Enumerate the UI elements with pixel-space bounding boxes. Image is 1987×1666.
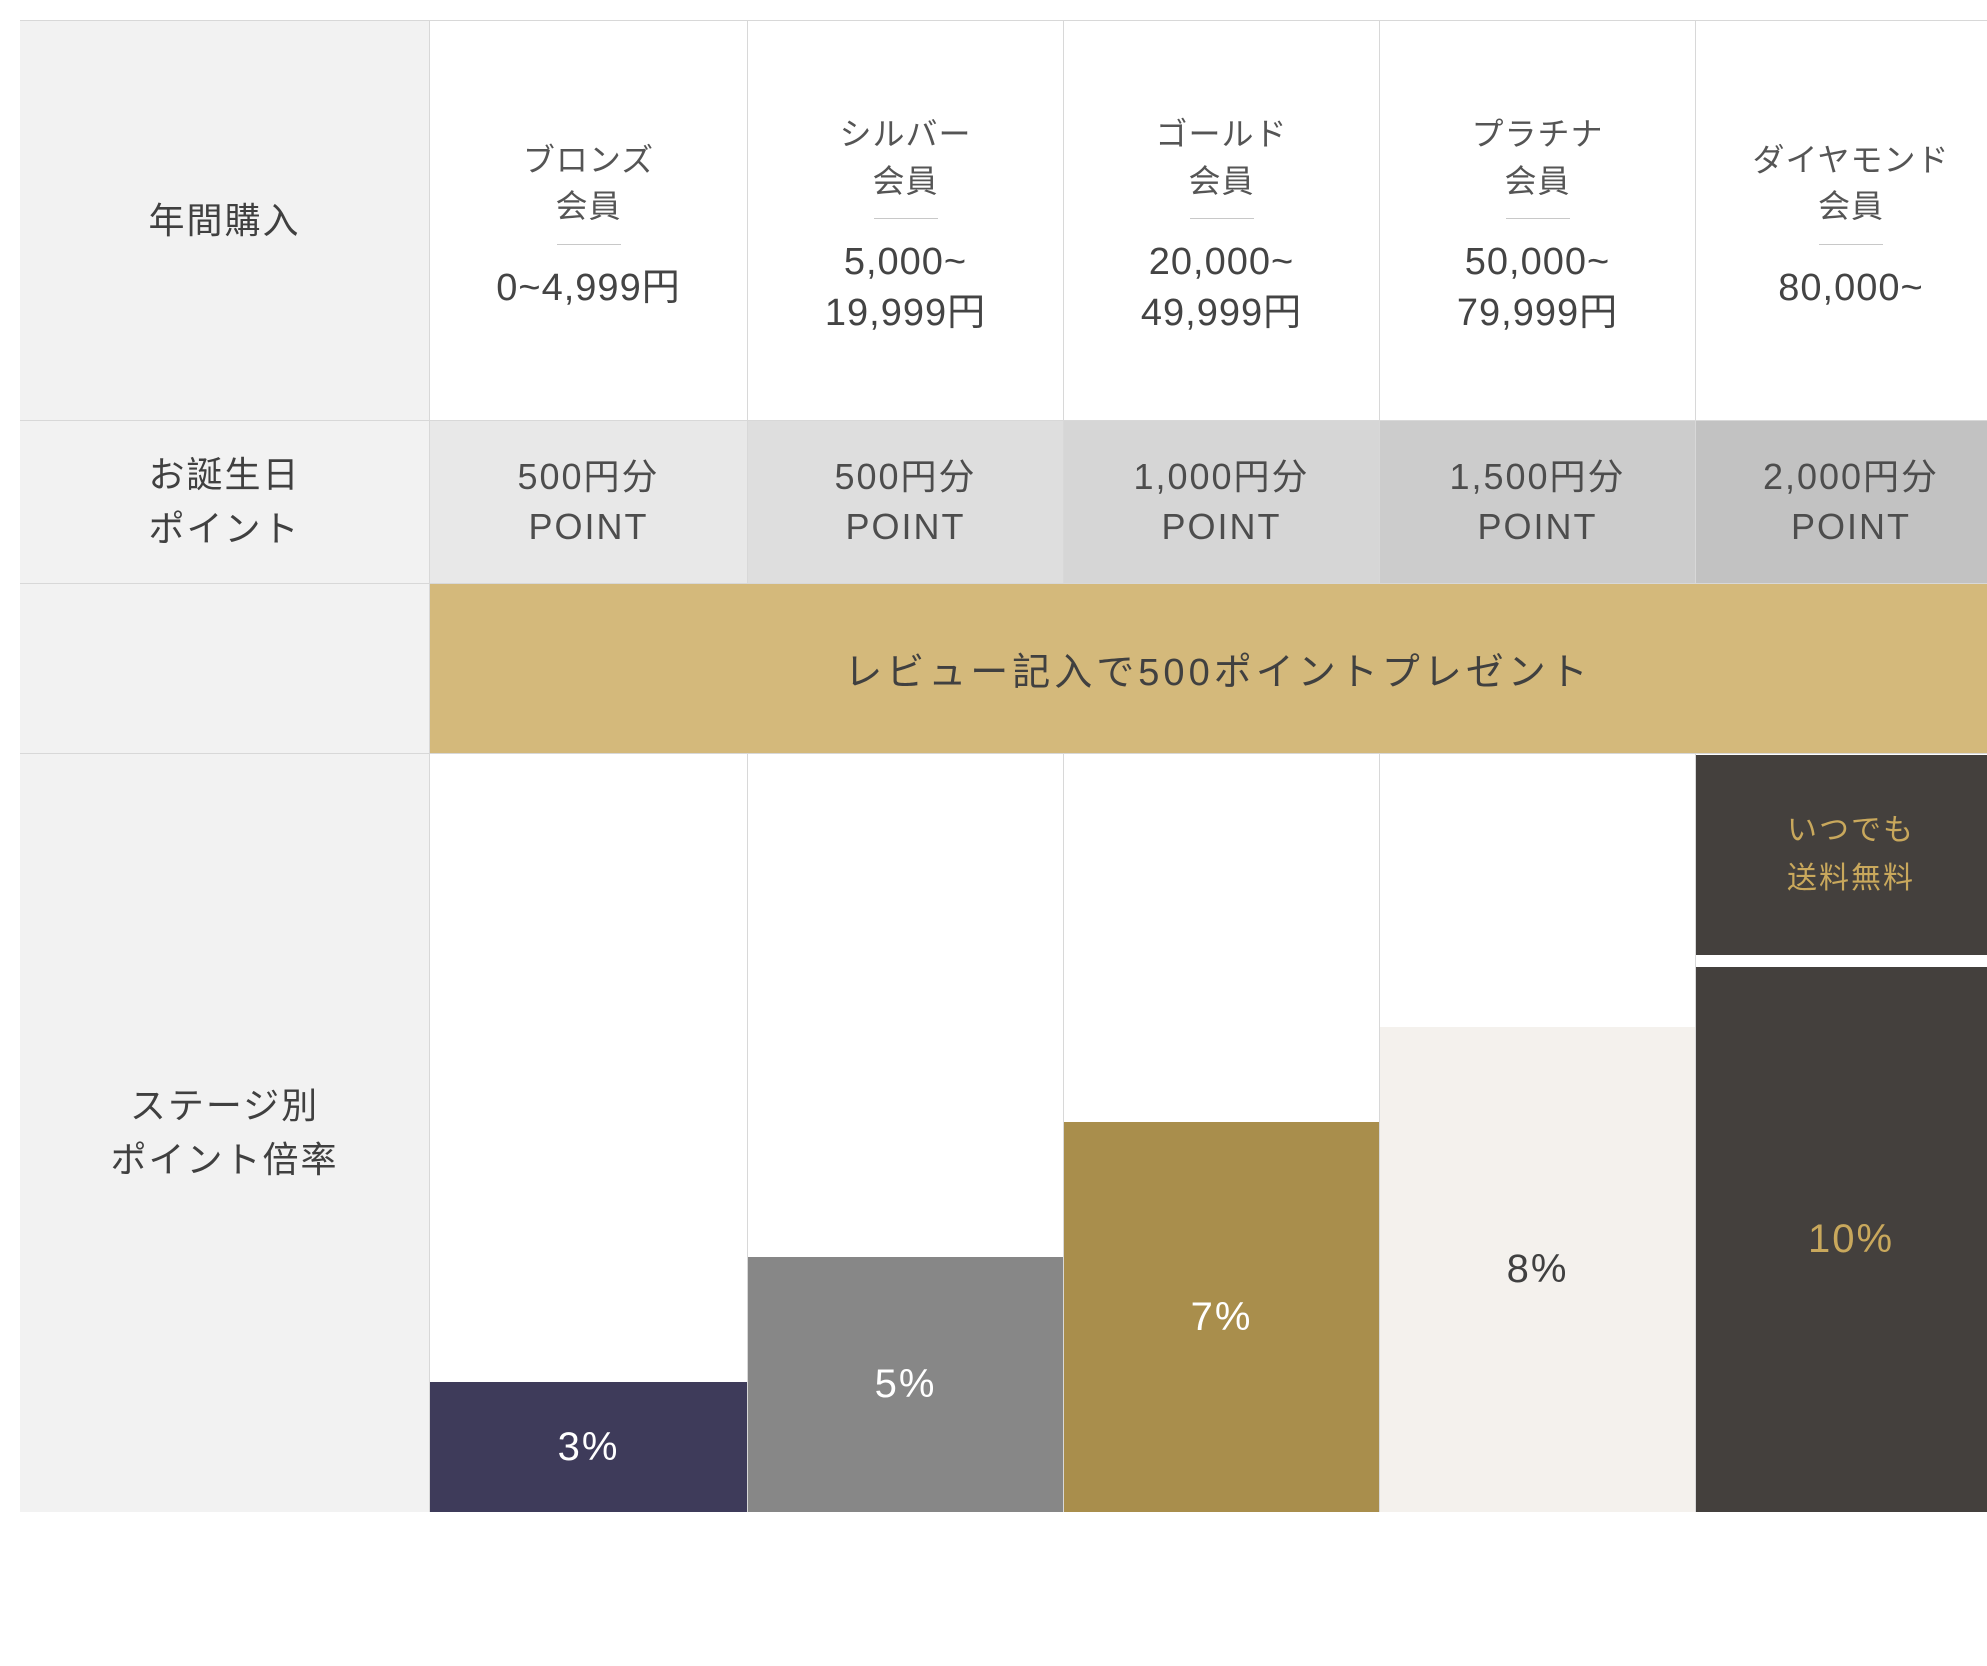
tier-header-3: プラチナ会員 50,000~79,999円 xyxy=(1380,21,1696,421)
point-rate-label-1: 5% xyxy=(875,1362,937,1407)
tier-header-1: シルバー会員 5,000~19,999円 xyxy=(748,21,1064,421)
tier-header-0: ブロンズ会員 0~4,999円 xyxy=(430,21,748,421)
stage-column-4: いつでも送料無料 10% xyxy=(1696,754,1987,1512)
tier-divider-4 xyxy=(1819,244,1883,245)
point-rate-label-4: 10% xyxy=(1808,1217,1894,1262)
rowlabel-birthday: お誕生日ポイント xyxy=(20,421,430,584)
point-rate-label-0: 3% xyxy=(558,1425,620,1470)
tier-divider-3 xyxy=(1506,218,1570,219)
birthday-points-3: 1,500円分POINT xyxy=(1380,421,1696,584)
tier-divider-2 xyxy=(1190,218,1254,219)
tier-name-1: シルバー会員 xyxy=(839,111,971,204)
tier-name-4: ダイヤモンド会員 xyxy=(1752,137,1949,230)
tier-name-0: ブロンズ会員 xyxy=(523,137,654,230)
tier-annual-1: 5,000~19,999円 xyxy=(825,237,986,340)
point-rate-label-3: 8% xyxy=(1507,1247,1569,1292)
tier-divider-0 xyxy=(557,244,621,245)
birthday-points-1: 500円分POINT xyxy=(748,421,1064,584)
point-rate-bar-1: 5% xyxy=(748,1257,1063,1512)
tier-name-2: ゴールド会員 xyxy=(1155,111,1287,204)
birthday-points-0: 500円分POINT xyxy=(430,421,748,584)
rowlabel-stage: ステージ別ポイント倍率 xyxy=(20,754,430,1512)
tier-annual-4: 80,000~ xyxy=(1778,263,1923,314)
stage-column-1: 5% xyxy=(748,754,1064,1512)
birthday-points-2: 1,000円分POINT xyxy=(1064,421,1380,584)
point-rate-bar-0: 3% xyxy=(430,1382,747,1512)
stage-column-2: 7% xyxy=(1064,754,1380,1512)
stage-column-3: 8% xyxy=(1380,754,1696,1512)
tier-header-4: ダイヤモンド会員 80,000~ xyxy=(1696,21,1987,421)
tier-header-2: ゴールド会員 20,000~49,999円 xyxy=(1064,21,1380,421)
birthday-points-4: 2,000円分POINT xyxy=(1696,421,1987,584)
point-rate-bar-2: 7% xyxy=(1064,1122,1379,1512)
rowlabel-annual: 年間購入 xyxy=(20,21,430,421)
point-rate-label-2: 7% xyxy=(1191,1295,1253,1340)
point-rate-bar-3: 8% xyxy=(1380,1027,1695,1512)
tier-annual-3: 50,000~79,999円 xyxy=(1457,237,1618,340)
tier-divider-1 xyxy=(874,218,938,219)
tier-name-3: プラチナ会員 xyxy=(1471,111,1603,204)
stage-column-0: 3% xyxy=(430,754,748,1512)
rowlabel-review-blank xyxy=(20,584,430,754)
tier-annual-2: 20,000~49,999円 xyxy=(1141,237,1302,340)
tier-annual-0: 0~4,999円 xyxy=(496,263,680,314)
free-shipping-badge: いつでも送料無料 xyxy=(1696,755,1987,955)
review-bonus-banner: レビュー記入で500ポイントプレゼント xyxy=(430,584,1987,754)
membership-tier-table: 年間購入ブロンズ会員0~4,999円シルバー会員5,000~19,999円ゴール… xyxy=(20,20,1987,1512)
point-rate-bar-4: 10% xyxy=(1696,967,1987,1512)
